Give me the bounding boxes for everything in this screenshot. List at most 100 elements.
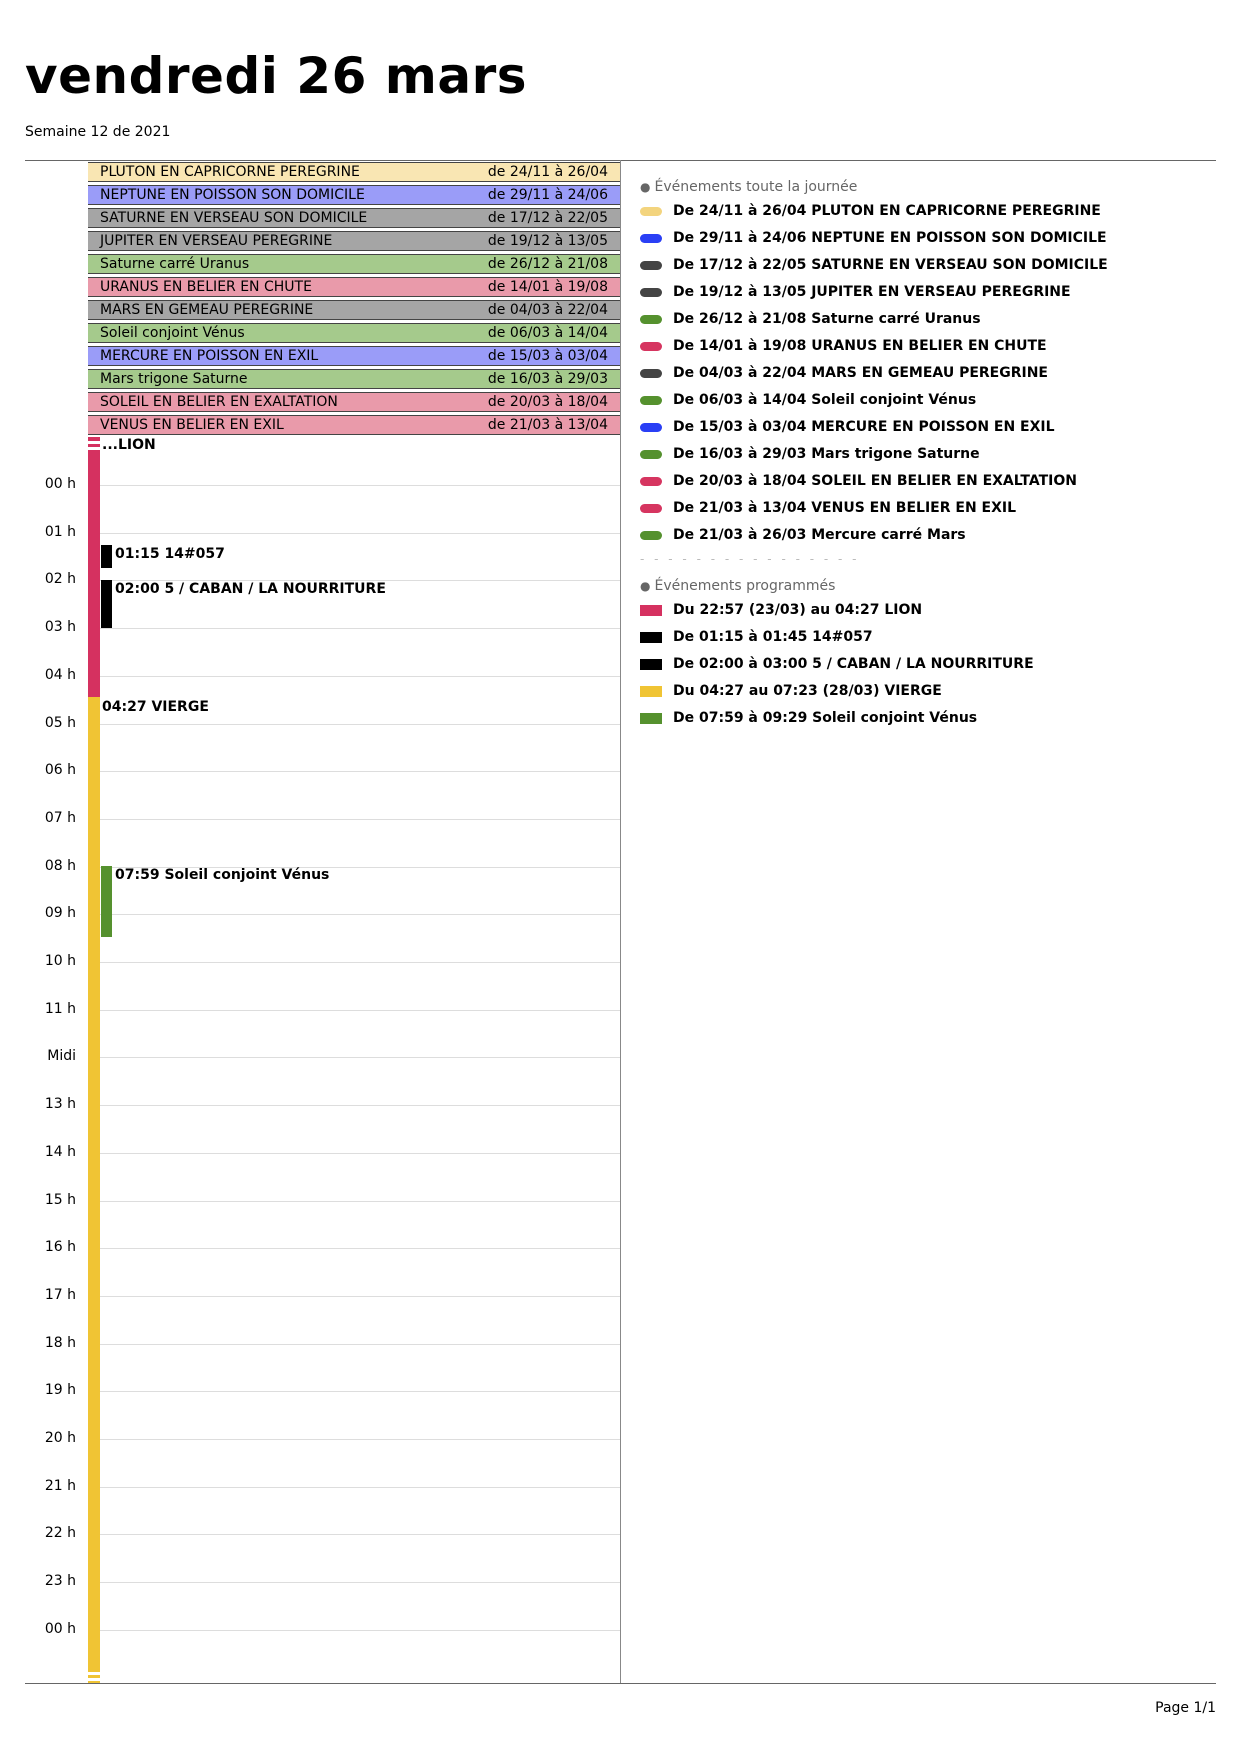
allday-bar: SATURNE EN VERSEAU SON DOMICILE de 17/12 … [88,208,620,228]
legend-item-text: De 24/11 à 26/04 PLUTON EN CAPRICORNE PE… [673,203,1101,219]
color-pill-icon [640,261,662,270]
allday-bar-dates: de 06/03 à 14/04 [487,325,608,341]
legend-item-text: De 14/01 à 19/08 URANUS EN BELIER EN CHU… [673,338,1047,354]
legend-item-text: De 20/03 à 18/04 SOLEIL EN BELIER EN EXA… [673,473,1077,489]
hour-line [100,962,620,963]
color-pill-icon [640,477,662,486]
legend-item-text: De 21/03 à 13/04 VENUS EN BELIER EN EXIL [673,500,1017,516]
legend-item: De 02:00 à 03:00 5 / CABAN / LA NOURRITU… [640,651,1220,678]
allday-bar-dates: de 20/03 à 18/04 [487,394,608,410]
color-square-icon [640,605,662,616]
allday-bar: URANUS EN BELIER EN CHUTE de 14/01 à 19/0… [88,277,620,297]
continuation-mark [88,1672,100,1675]
color-pill-icon [640,342,662,351]
legend-item-text: De 16/03 à 29/03 Mars trigone Saturne [673,446,980,462]
vierge-label: 04:27 VIERGE [102,699,209,716]
legend-item-text: Du 22:57 (23/03) au 04:27 LION [673,602,923,618]
color-pill-icon [640,234,662,243]
legend-item: De 26/12 à 21/08 Saturne carré Uranus [640,306,1220,333]
hour-line [100,1248,620,1250]
allday-bar-name: VENUS EN BELIER EN EXIL [100,417,284,433]
allday-bar: JUPITER EN VERSEAU PEREGRINE de 19/12 à 1… [88,231,620,251]
legend-item-text: De 06/03 à 14/04 Soleil conjoint Vénus [673,392,977,408]
legend-item: De 20/03 à 18/04 SOLEIL EN BELIER EN EXA… [640,468,1220,495]
legend-item: De 21/03 à 26/03 Mercure carré Mars [640,522,1220,549]
color-square-icon [640,686,662,697]
hour-line [100,1439,620,1440]
allday-bar-name: SATURNE EN VERSEAU SON DOMICILE [100,210,368,226]
event-bar[interactable] [101,580,112,629]
legend-panel: ● Événements toute la journée De 24/11 à … [640,176,1220,732]
column-divider [620,160,621,1684]
hour-line [100,1200,620,1202]
hour-line [100,485,620,486]
hour-line [100,1534,620,1536]
legend-item: De 01:15 à 01:45 14#057 [640,624,1220,651]
hour-line [100,914,620,916]
allday-bar-name: NEPTUNE EN POISSON SON DOMICILE [100,187,365,203]
hour-line [100,1629,620,1631]
allday-bars: PLUTON EN CAPRICORNE PEREGRINE de 24/11 à… [88,162,620,438]
bullet-icon: ● [640,579,651,593]
legend-item: De 19/12 à 13/05 JUPITER EN VERSEAU PERE… [640,279,1220,306]
allday-bar: MERCURE EN POISSON EN EXIL de 15/03 à 03/… [88,346,620,366]
color-square-icon [640,632,662,643]
legend-item-text: De 01:15 à 01:45 14#057 [673,629,873,645]
lion-label: ...LION [102,437,156,453]
allday-bar-dates: de 26/12 à 21/08 [487,256,608,272]
allday-bar-name: Mars trigone Saturne [100,371,248,387]
bullet-icon: ● [640,180,651,194]
allday-bar-name: Saturne carré Uranus [100,256,250,272]
continuation-mark [88,447,100,450]
vierge-strip [88,697,100,1684]
allday-bar-dates: de 04/03 à 22/04 [487,302,608,318]
week-subtitle: Semaine 12 de 2021 [25,124,171,140]
legend-item: De 07:59 à 09:29 Soleil conjoint Vénus [640,705,1220,732]
allday-bar-dates: de 16/03 à 29/03 [487,371,608,387]
allday-legend-list: De 24/11 à 26/04 PLUTON EN CAPRICORNE PE… [640,198,1220,549]
allday-bar: Mars trigone Saturne de 16/03 à 29/03 [88,369,620,389]
legend-item-text: De 29/11 à 24/06 NEPTUNE EN POISSON SON … [673,230,1107,246]
hour-label: 07 h [44,809,76,826]
hour-label: 23 h [44,1573,76,1590]
event-label[interactable]: 01:15 14#057 [115,545,225,562]
event-label[interactable]: 02:00 5 / CABAN / LA NOURRITURE [115,581,386,598]
hour-label: 15 h [44,1191,76,1208]
legend-item: De 15/03 à 03/04 MERCURE EN POISSON EN E… [640,414,1220,441]
allday-bar-name: SOLEIL EN BELIER EN EXALTATION [100,394,338,410]
hour-label: 17 h [44,1286,76,1303]
hour-label: 18 h [44,1334,76,1351]
hour-label: 03 h [44,619,76,636]
hour-label: 19 h [44,1382,76,1399]
color-pill-icon [640,423,662,432]
event-bar[interactable] [101,865,112,938]
hour-line [100,1152,620,1154]
allday-bar-name: Soleil conjoint Vénus [100,325,245,341]
legend-item-text: De 26/12 à 21/08 Saturne carré Uranus [673,311,981,327]
legend-item-text: De 19/12 à 13/05 JUPITER EN VERSEAU PERE… [673,284,1071,300]
allday-bar-dates: de 19/12 à 13/05 [487,233,608,249]
legend-item: De 16/03 à 29/03 Mars trigone Saturne [640,441,1220,468]
allday-bar-name: MERCURE EN POISSON EN EXIL [100,348,319,364]
legend-item: De 29/11 à 24/06 NEPTUNE EN POISSON SON … [640,225,1220,252]
hour-label: 01 h [44,523,76,540]
hour-line [100,1295,620,1297]
allday-bar-name: URANUS EN BELIER EN CHUTE [100,279,312,295]
hour-line [100,1057,620,1059]
allday-bar-dates: de 17/12 à 22/05 [487,210,608,226]
legend-item-text: De 21/03 à 26/03 Mercure carré Mars [673,527,966,543]
color-square-icon [640,713,662,724]
allday-bar-dates: de 14/01 à 19/08 [487,279,608,295]
allday-bar: SOLEIL EN BELIER EN EXALTATION de 20/03 à… [88,392,620,412]
color-square-icon [640,659,662,670]
legend-item: Du 04:27 au 07:23 (28/03) VIERGE [640,678,1220,705]
allday-bar: MARS EN GEMEAU PEREGRINE de 04/03 à 22/04 [88,300,620,320]
page-title: vendredi 26 mars [25,47,528,105]
hour-line [100,1105,620,1107]
legend-item: De 17/12 à 22/05 SATURNE EN VERSEAU SON … [640,252,1220,279]
event-label[interactable]: 07:59 Soleil conjoint Vénus [115,866,330,883]
hour-line [100,628,620,630]
legend-item: De 24/11 à 26/04 PLUTON EN CAPRICORNE PE… [640,198,1220,225]
continuation-mark [88,441,100,444]
event-bar[interactable] [101,544,112,569]
